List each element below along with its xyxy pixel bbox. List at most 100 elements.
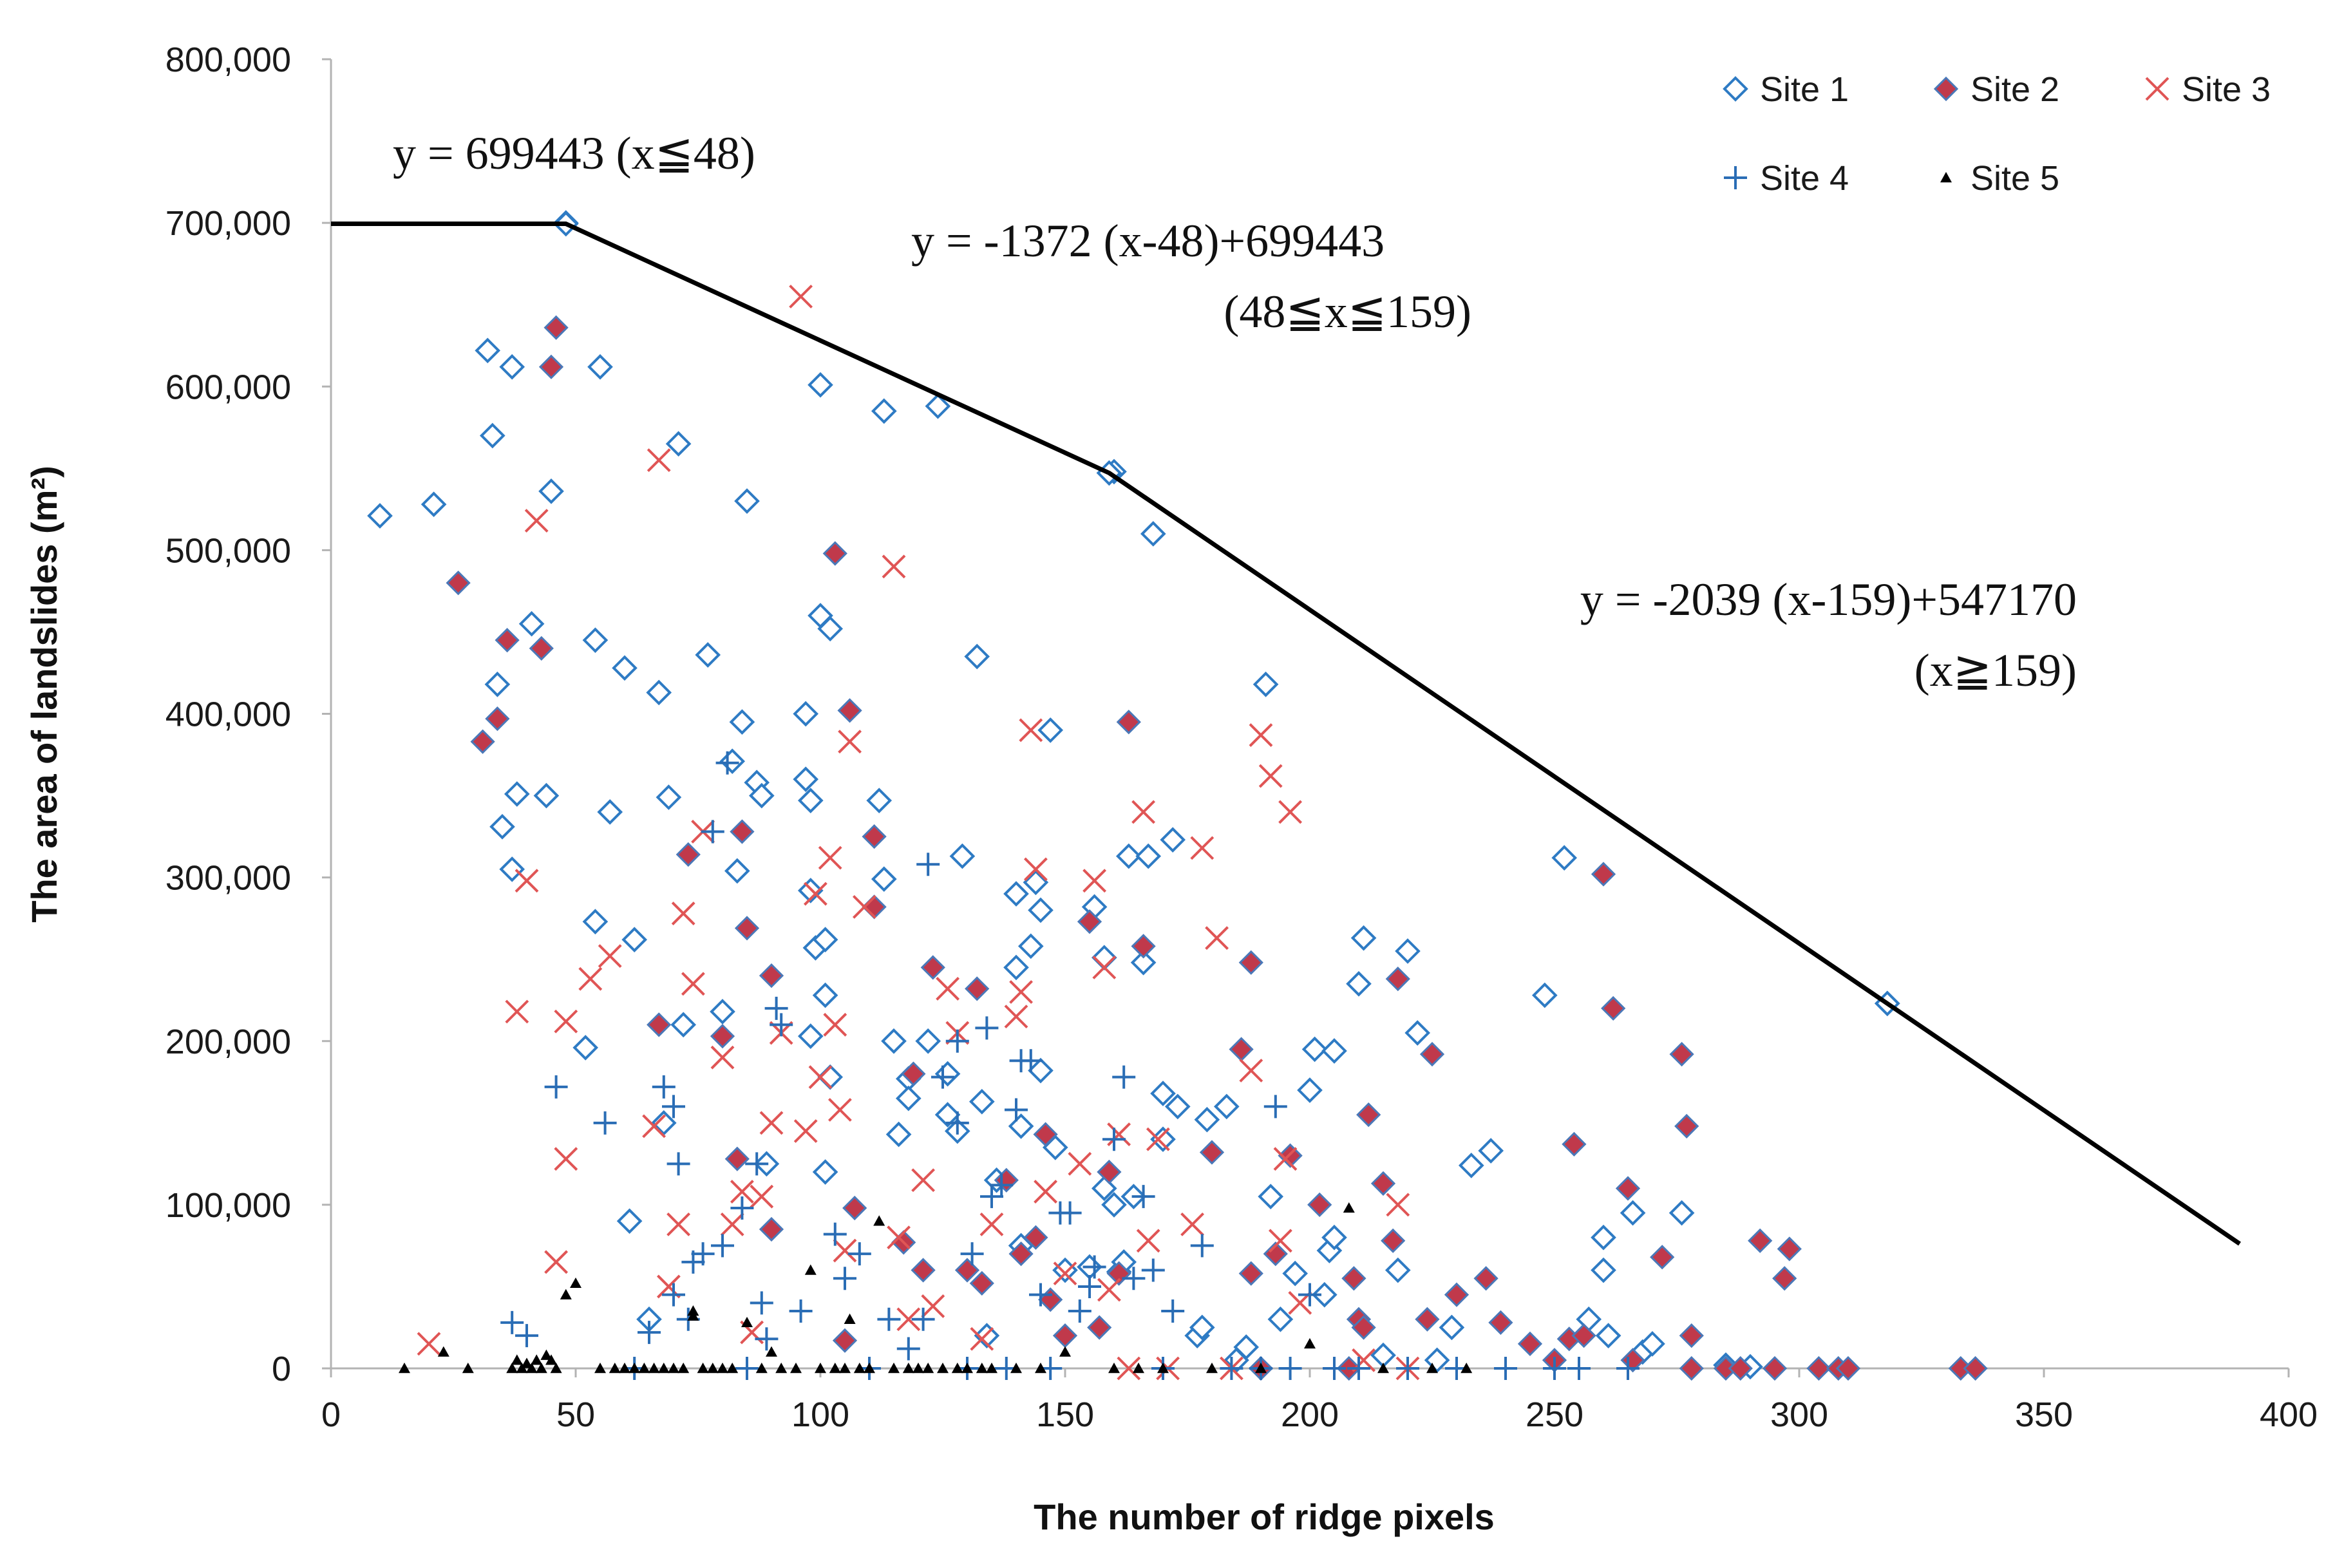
- point-site-1: [499, 354, 525, 380]
- x-axis-ticks: 0 50 100 150 200 250 300 350 400: [321, 1368, 2318, 1434]
- point-site-5: [1377, 1363, 1389, 1374]
- point-site-3: [818, 845, 842, 870]
- point-site-2: [862, 894, 887, 920]
- y-tick-label: 200,000: [165, 1023, 291, 1061]
- point-site-2: [1106, 1261, 1131, 1286]
- point-site-3: [1278, 800, 1303, 824]
- point-site-1: [812, 982, 838, 1008]
- point-site-1: [475, 337, 501, 364]
- legend: Site 1 Site 2 Site 3 Site 4 Site 5: [1723, 70, 2271, 198]
- point-site-2: [1679, 1355, 1704, 1381]
- point-site-1: [1037, 717, 1064, 743]
- point-site-2: [1097, 1159, 1122, 1185]
- point-site-3: [936, 977, 960, 1001]
- legend-label: Site 3: [2182, 70, 2271, 109]
- legend-label: Site 2: [1971, 70, 2059, 109]
- point-site-3: [896, 1307, 921, 1332]
- point-site-2: [1229, 1037, 1254, 1062]
- point-site-1: [646, 679, 672, 706]
- point-site-4: [1131, 1185, 1155, 1209]
- series-site-4: [500, 751, 1640, 1380]
- point-site-5: [706, 1363, 719, 1374]
- point-site-5: [726, 1363, 739, 1374]
- point-site-4: [877, 1307, 901, 1331]
- point-site-2: [1199, 1140, 1225, 1165]
- point-site-3: [808, 1065, 833, 1090]
- point-site-4: [1141, 1258, 1165, 1282]
- x-tick-label: 100: [791, 1395, 849, 1434]
- point-site-5: [511, 1354, 523, 1365]
- point-site-1: [1385, 1257, 1411, 1283]
- point-site-2: [920, 955, 945, 980]
- point-site-4: [990, 1173, 1014, 1197]
- point-site-5: [462, 1363, 474, 1374]
- point-site-5: [531, 1354, 543, 1365]
- point-site-5: [853, 1363, 865, 1374]
- point-site-3: [911, 1168, 936, 1193]
- point-site-1: [812, 927, 838, 953]
- point-site-4: [1396, 1357, 1419, 1380]
- series-site-3: [417, 285, 1420, 1381]
- point-site-2: [1370, 1171, 1396, 1196]
- y-tick-label: 400,000: [165, 695, 291, 734]
- point-site-3: [1386, 1193, 1410, 1217]
- point-site-3: [1131, 800, 1156, 824]
- legend-item-site-1: Site 1: [1723, 70, 1849, 109]
- point-site-2: [1077, 909, 1102, 934]
- point-site-3: [1146, 1127, 1170, 1151]
- point-site-5: [790, 1363, 802, 1374]
- y-tick-label: 300,000: [165, 859, 291, 898]
- point-site-1: [1301, 1036, 1328, 1063]
- point-site-3: [681, 972, 705, 996]
- point-site-1: [1439, 1314, 1465, 1341]
- point-site-1: [1252, 671, 1279, 697]
- point-site-1: [969, 1088, 995, 1115]
- point-site-1: [582, 627, 609, 653]
- equation-2: y = -1372 (x-48)+699443: [911, 215, 1385, 267]
- point-site-3: [1034, 1180, 1058, 1204]
- point-site-5: [815, 1363, 826, 1374]
- legend-label: Site 5: [1971, 159, 2059, 198]
- point-site-5: [976, 1363, 988, 1374]
- point-site-4: [1494, 1357, 1517, 1380]
- point-site-2: [1033, 1122, 1058, 1147]
- point-site-4: [960, 1242, 984, 1266]
- point-site-4: [945, 1111, 969, 1135]
- point-site-4: [730, 1196, 754, 1220]
- point-site-4: [789, 1299, 813, 1323]
- point-site-3: [970, 1327, 994, 1351]
- point-site-1: [1008, 1113, 1034, 1139]
- point-site-1: [1213, 1093, 1240, 1120]
- point-site-3: [1136, 1229, 1160, 1253]
- point-site-2: [647, 1012, 672, 1037]
- point-site-5: [648, 1363, 660, 1374]
- point-site-3: [1004, 1005, 1028, 1029]
- point-site-1: [1150, 1126, 1176, 1153]
- point-site-2: [734, 916, 760, 941]
- point-site-3: [803, 882, 827, 906]
- y-tick-label: 700,000: [165, 204, 291, 243]
- point-site-1: [1321, 1038, 1347, 1064]
- point-site-5: [1035, 1363, 1046, 1374]
- point-site-1: [729, 709, 755, 735]
- point-site-5: [766, 1346, 777, 1357]
- point-site-3: [642, 1114, 666, 1138]
- point-site-5: [1343, 1202, 1355, 1213]
- point-site-2: [1087, 1315, 1112, 1340]
- point-site-5: [521, 1357, 533, 1368]
- point-site-4: [1005, 1098, 1028, 1122]
- point-site-4: [638, 1321, 661, 1345]
- point-site-1: [1282, 1260, 1309, 1287]
- point-site-5: [638, 1363, 650, 1374]
- point-site-4: [1122, 1267, 1146, 1290]
- point-site-1: [1135, 843, 1162, 869]
- point-site-1: [1668, 1200, 1695, 1226]
- point-site-5: [888, 1363, 900, 1374]
- point-site-1: [499, 856, 525, 882]
- point-site-1: [1130, 949, 1157, 976]
- point-site-1: [1595, 1323, 1621, 1349]
- point-site-3: [852, 894, 876, 919]
- point-site-5: [844, 1313, 856, 1324]
- point-site-5: [594, 1363, 606, 1374]
- point-site-1: [695, 642, 721, 668]
